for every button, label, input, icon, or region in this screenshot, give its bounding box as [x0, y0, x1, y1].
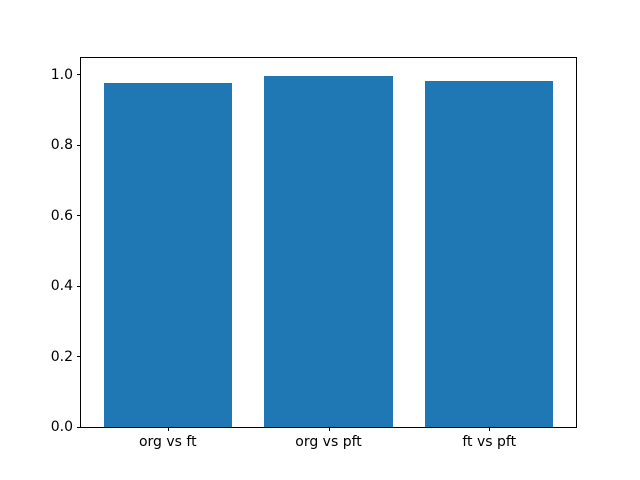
y-tick-mark [77, 285, 81, 287]
bar-org-vs-pft [264, 76, 393, 427]
y-tick-label: 0.8 [50, 137, 73, 154]
x-tick-mark [328, 427, 330, 431]
y-tick-mark [77, 144, 81, 146]
y-tick-label: 1.0 [50, 66, 73, 83]
y-tick-mark [77, 215, 81, 217]
y-tick-mark [77, 356, 81, 358]
y-tick-label: 0.6 [50, 207, 73, 224]
x-tick-mark [489, 427, 491, 431]
x-tick-label: org vs ft [138, 434, 197, 450]
y-tick-mark [77, 426, 81, 428]
bar-ft-vs-pft [424, 80, 554, 427]
x-tick-label: org vs pft [295, 434, 362, 450]
plot-area: org vs ft org vs pft ft vs pft 0.0 0.2 0.4 0.6… [51, 57, 577, 449]
y-tick-label: 0.0 [50, 419, 73, 435]
x-tick-label: ft vs pft [462, 434, 517, 450]
y-tick-mark [77, 74, 81, 76]
y-tick-label: 0.2 [50, 348, 73, 365]
y-tick-label: 0.4 [50, 278, 73, 295]
x-tick-mark [167, 427, 169, 431]
bar-org-vs-ft [103, 83, 233, 427]
